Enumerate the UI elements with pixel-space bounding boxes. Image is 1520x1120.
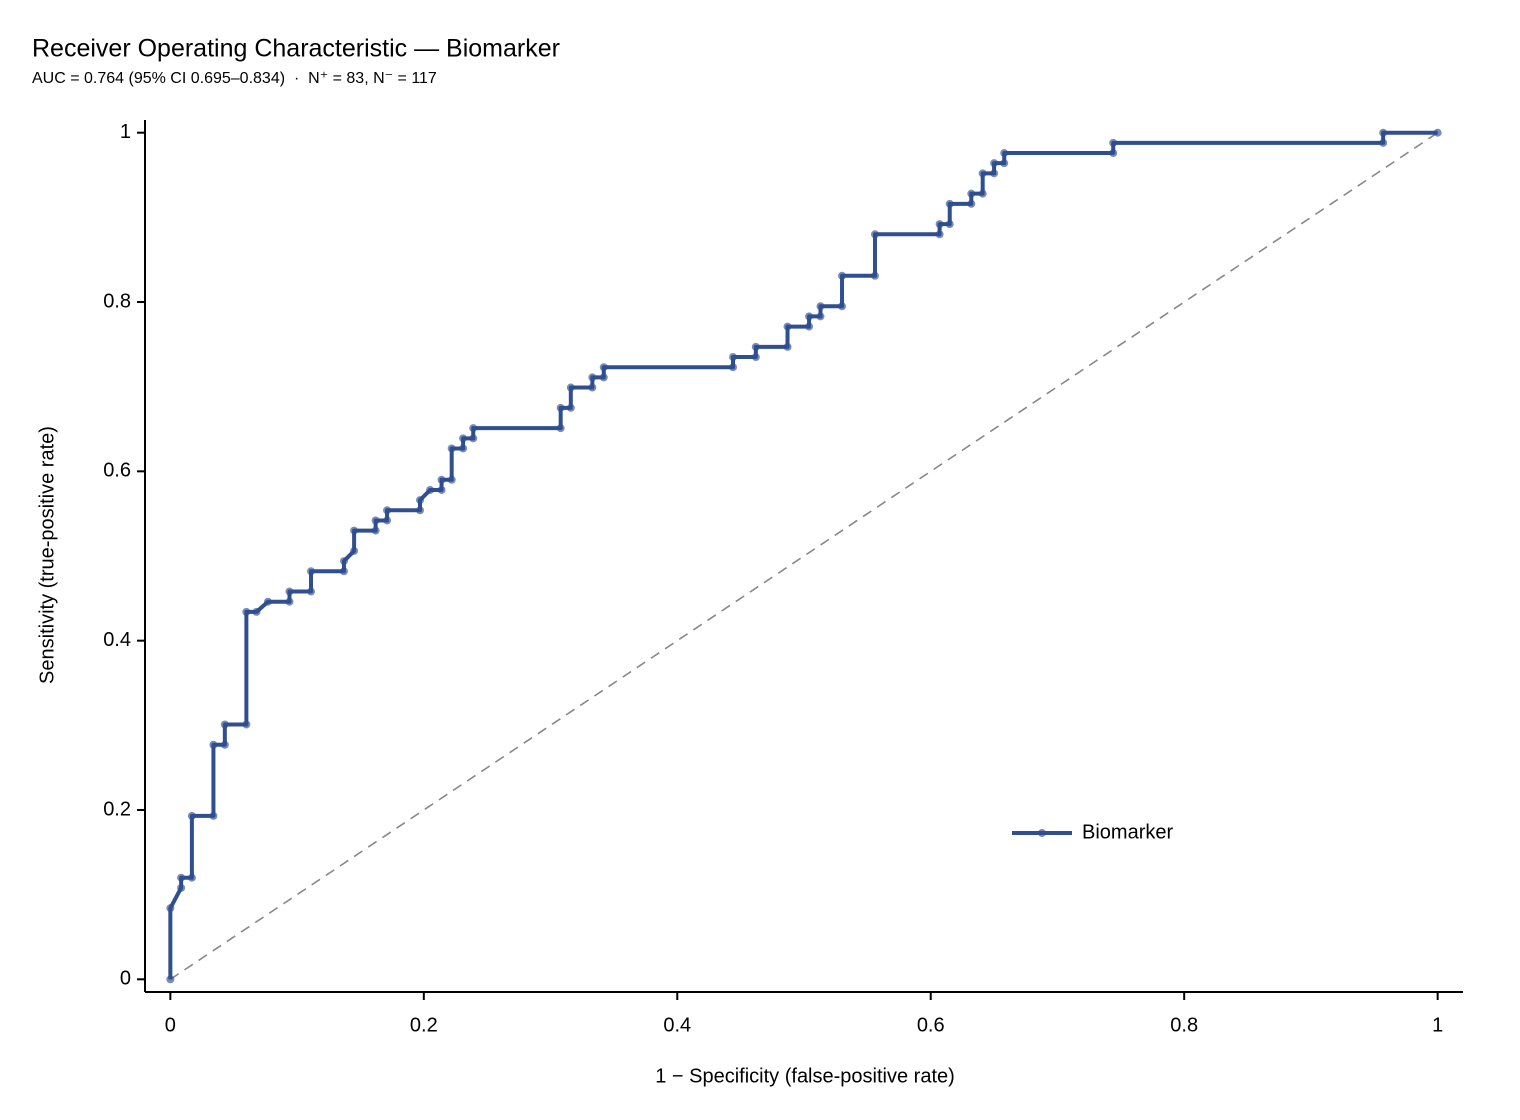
roc-point [371, 526, 380, 535]
roc-point [209, 811, 218, 820]
roc-point [416, 496, 425, 505]
roc-point [751, 353, 760, 362]
roc-point [599, 363, 608, 372]
roc-point [220, 720, 229, 729]
legend-marker [1038, 829, 1046, 837]
roc-point [416, 506, 425, 515]
roc-point [209, 740, 218, 749]
roc-point [437, 485, 446, 494]
roc-point [383, 516, 392, 525]
roc-point [459, 434, 468, 443]
roc-point [1379, 138, 1388, 147]
roc-line [168, 130, 1438, 980]
roc-point [1109, 138, 1118, 147]
roc-point [1379, 128, 1388, 137]
roc-point [339, 557, 348, 566]
roc-point [263, 597, 272, 606]
roc-point [945, 199, 954, 208]
roc-point [350, 526, 359, 535]
roc-point [177, 883, 186, 892]
roc-point [599, 373, 608, 382]
roc-point [838, 271, 847, 280]
roc-point [783, 322, 792, 331]
x-tick-label: 0.2 [410, 1014, 438, 1036]
roc-point [945, 220, 954, 229]
roc-point [978, 169, 987, 178]
roc-point [177, 873, 186, 882]
roc-point [556, 424, 565, 433]
x-tick-label: 0.8 [1170, 1014, 1198, 1036]
roc-point [350, 546, 359, 555]
roc-point [816, 302, 825, 311]
roc-point [566, 383, 575, 392]
roc-point [935, 230, 944, 239]
roc-point [838, 302, 847, 311]
roc-point [1433, 128, 1442, 137]
roc-point [426, 485, 435, 494]
roc-point [166, 904, 175, 913]
x-tick-label: 0 [165, 1014, 176, 1036]
roc-point [447, 475, 456, 484]
roc-point [566, 403, 575, 412]
roc-point [242, 607, 251, 616]
roc-point [437, 475, 446, 484]
y-tick-label: 1 [120, 121, 131, 143]
y-tick-label: 0.2 [103, 798, 131, 820]
roc-point [371, 516, 380, 525]
roc-point [285, 587, 294, 596]
roc-point [990, 159, 999, 168]
roc-point [459, 444, 468, 453]
roc-point [967, 189, 976, 198]
chart-subtitle: AUC = 0.764 (95% CI 0.695–0.834) · N⁺ = … [32, 70, 437, 87]
y-axis-label: Sensitivity (true-positive rate) [36, 426, 58, 684]
y-tick-label: 0 [120, 968, 131, 990]
reference-line [169, 132, 1439, 980]
x-tick-label: 1 [1432, 1014, 1443, 1036]
roc-point [469, 434, 478, 443]
roc-point [242, 720, 251, 729]
roc-point [220, 740, 229, 749]
roc-point [870, 230, 879, 239]
roc-point [307, 587, 316, 596]
roc-point [990, 169, 999, 178]
roc-point [1000, 149, 1009, 158]
roc-point [187, 811, 196, 820]
roc-point [978, 189, 987, 198]
x-tick-label: 0.4 [663, 1014, 691, 1036]
roc-point [967, 199, 976, 208]
chart-title: Receiver Operating Characteristic — Biom… [32, 35, 560, 63]
roc-point [469, 424, 478, 433]
x-tick-label: 0.6 [917, 1014, 945, 1036]
roc-point [588, 383, 597, 392]
roc-point [1109, 149, 1118, 158]
roc-point [187, 873, 196, 882]
roc-point [751, 342, 760, 351]
roc-point [383, 506, 392, 515]
roc-point [166, 975, 175, 984]
legend-label: Biomarker [1082, 821, 1173, 843]
roc-point [556, 403, 565, 412]
roc-point [870, 271, 879, 280]
roc-point [729, 363, 738, 372]
roc-point [285, 597, 294, 606]
roc-point [588, 373, 597, 382]
y-tick-label: 0.8 [103, 290, 131, 312]
roc-point [1000, 159, 1009, 168]
roc-point [252, 607, 261, 616]
roc-point [447, 444, 456, 453]
x-axis-label: 1 − Specificity (false-positive rate) [655, 1065, 955, 1087]
roc-point [816, 312, 825, 321]
roc-point [307, 567, 316, 576]
roc-point [805, 322, 814, 331]
roc-point [805, 312, 814, 321]
roc-point [339, 567, 348, 576]
roc-point [935, 220, 944, 229]
y-tick-label: 0.4 [103, 629, 131, 651]
roc-point [783, 342, 792, 351]
y-tick-label: 0.6 [103, 460, 131, 482]
roc-point [729, 353, 738, 362]
